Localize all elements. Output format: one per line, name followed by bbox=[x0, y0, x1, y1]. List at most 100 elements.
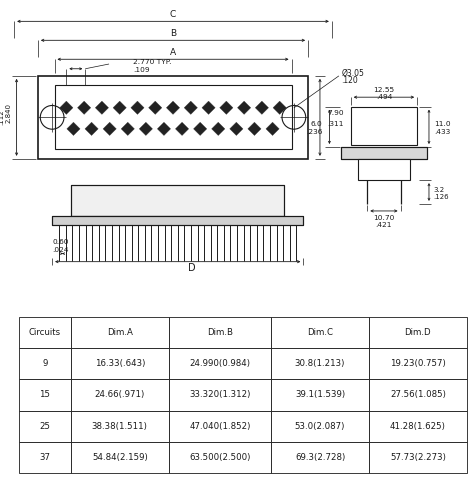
Text: 10.70: 10.70 bbox=[373, 215, 395, 221]
Text: 25: 25 bbox=[39, 422, 50, 431]
Text: .112: .112 bbox=[0, 109, 5, 125]
Text: 16.33(.643): 16.33(.643) bbox=[95, 359, 145, 368]
Polygon shape bbox=[202, 101, 215, 114]
Bar bbox=[271, 348, 369, 379]
Bar bbox=[271, 379, 369, 411]
Polygon shape bbox=[230, 122, 243, 136]
Bar bbox=[169, 379, 271, 411]
Text: .109: .109 bbox=[133, 67, 149, 73]
Polygon shape bbox=[131, 101, 144, 114]
Text: .126: .126 bbox=[434, 194, 449, 200]
Text: 38.38(1.511): 38.38(1.511) bbox=[92, 422, 148, 431]
Bar bbox=[169, 411, 271, 442]
Text: 6.0: 6.0 bbox=[310, 121, 322, 127]
Text: Dim.C: Dim.C bbox=[307, 328, 333, 337]
Text: 9: 9 bbox=[42, 359, 47, 368]
Polygon shape bbox=[67, 122, 80, 136]
Text: 7.90: 7.90 bbox=[327, 110, 344, 116]
Text: 15: 15 bbox=[39, 391, 50, 400]
Text: .433: .433 bbox=[434, 129, 450, 135]
Text: A: A bbox=[170, 48, 176, 57]
Polygon shape bbox=[157, 122, 171, 136]
Bar bbox=[55, 85, 292, 149]
Bar bbox=[271, 411, 369, 442]
Bar bbox=[271, 317, 369, 348]
Text: 2.840: 2.840 bbox=[6, 102, 12, 123]
Text: .311: .311 bbox=[327, 121, 344, 127]
Bar bbox=[351, 107, 417, 145]
Text: Dim.A: Dim.A bbox=[107, 328, 133, 337]
Bar bbox=[38, 76, 308, 159]
Bar bbox=[169, 317, 271, 348]
Bar bbox=[52, 216, 303, 225]
Bar bbox=[52, 216, 303, 225]
Bar bbox=[358, 159, 410, 180]
Text: 27.56(1.085): 27.56(1.085) bbox=[390, 391, 446, 400]
Polygon shape bbox=[237, 101, 251, 114]
Polygon shape bbox=[78, 101, 91, 114]
Bar bbox=[369, 442, 467, 473]
Bar bbox=[169, 348, 271, 379]
Text: 0.60: 0.60 bbox=[52, 239, 69, 245]
Polygon shape bbox=[193, 122, 207, 136]
Bar bbox=[71, 185, 284, 216]
Text: 24.66(.971): 24.66(.971) bbox=[95, 391, 145, 400]
Text: 19.23(0.757): 19.23(0.757) bbox=[390, 359, 446, 368]
Polygon shape bbox=[103, 122, 116, 136]
Bar bbox=[18, 379, 71, 411]
Bar bbox=[169, 442, 271, 473]
Polygon shape bbox=[211, 122, 225, 136]
Polygon shape bbox=[273, 101, 286, 114]
Polygon shape bbox=[113, 101, 126, 114]
Text: .120: .120 bbox=[341, 76, 358, 85]
Text: D: D bbox=[188, 263, 196, 273]
Text: 47.040(1.852): 47.040(1.852) bbox=[189, 422, 251, 431]
Bar bbox=[71, 411, 169, 442]
Bar bbox=[71, 348, 169, 379]
Bar bbox=[71, 442, 169, 473]
Polygon shape bbox=[85, 122, 98, 136]
Text: Dim.B: Dim.B bbox=[207, 328, 233, 337]
Polygon shape bbox=[121, 122, 135, 136]
Text: 24.990(0.984): 24.990(0.984) bbox=[190, 359, 250, 368]
Text: 39.1(1.539): 39.1(1.539) bbox=[295, 391, 345, 400]
Text: .024: .024 bbox=[52, 247, 69, 253]
Text: 57.73(2.273): 57.73(2.273) bbox=[390, 453, 446, 462]
Bar bbox=[71, 185, 284, 216]
Text: .421: .421 bbox=[376, 222, 392, 228]
Text: 54.84(2.159): 54.84(2.159) bbox=[92, 453, 148, 462]
Text: 63.500(2.500): 63.500(2.500) bbox=[189, 453, 251, 462]
Polygon shape bbox=[175, 122, 189, 136]
Text: B: B bbox=[170, 29, 176, 38]
Polygon shape bbox=[266, 122, 279, 136]
Text: 41.28(1.625): 41.28(1.625) bbox=[390, 422, 446, 431]
Polygon shape bbox=[255, 101, 268, 114]
Bar bbox=[271, 442, 369, 473]
Polygon shape bbox=[248, 122, 261, 136]
Bar bbox=[18, 411, 71, 442]
Bar bbox=[369, 317, 467, 348]
Text: 37: 37 bbox=[39, 453, 50, 462]
Bar bbox=[369, 411, 467, 442]
Bar bbox=[18, 442, 71, 473]
Text: C: C bbox=[170, 10, 176, 19]
Bar bbox=[341, 147, 427, 159]
Polygon shape bbox=[219, 101, 233, 114]
Bar bbox=[18, 348, 71, 379]
Bar bbox=[71, 317, 169, 348]
Text: Ø3.05: Ø3.05 bbox=[341, 69, 364, 78]
Polygon shape bbox=[149, 101, 162, 114]
Text: 2.770 TYP.: 2.770 TYP. bbox=[133, 59, 171, 65]
Text: .236: .236 bbox=[306, 129, 322, 135]
Text: 3.2: 3.2 bbox=[434, 186, 445, 193]
Polygon shape bbox=[60, 101, 73, 114]
Polygon shape bbox=[184, 101, 197, 114]
Text: 53.0(2.087): 53.0(2.087) bbox=[295, 422, 345, 431]
Polygon shape bbox=[95, 101, 109, 114]
Text: Circuits: Circuits bbox=[29, 328, 61, 337]
Bar bbox=[341, 147, 427, 159]
Text: Dim.D: Dim.D bbox=[405, 328, 431, 337]
Polygon shape bbox=[139, 122, 153, 136]
Polygon shape bbox=[166, 101, 180, 114]
Text: 11.0: 11.0 bbox=[434, 121, 450, 127]
